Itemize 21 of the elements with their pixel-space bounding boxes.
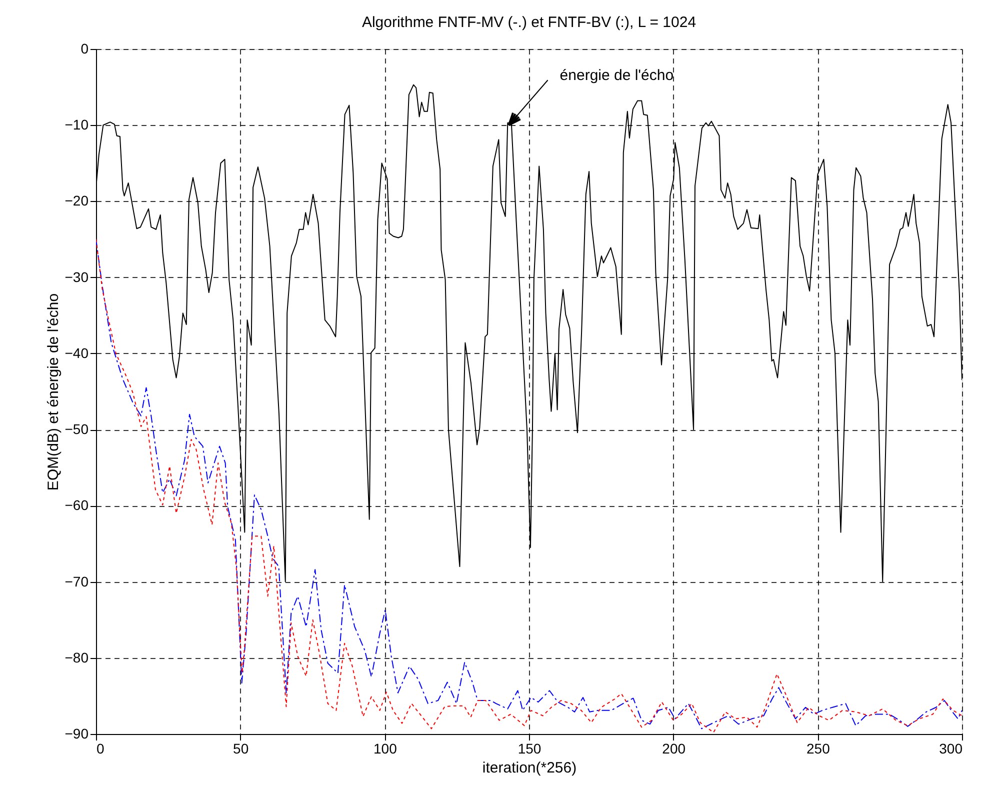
x-tick-label: 100 (373, 740, 398, 756)
x-tick-label: 200 (662, 740, 686, 756)
x-axis-title: iteration(*256) (482, 760, 577, 776)
x-tick-label: 300 (939, 740, 963, 756)
y-tick-label: −70 (64, 573, 89, 590)
y-tick-label: −30 (64, 268, 89, 285)
chart-title: Algorithme FNTF-MV (-.) et FNTF-BV (:), L = 1024 (362, 14, 696, 31)
y-tick-label: −50 (64, 421, 89, 438)
y-tick-label: −40 (64, 344, 89, 361)
y-axis-title: EQM(dB) et énergie de l'écho (44, 293, 62, 491)
x-tick-label: 150 (518, 740, 542, 756)
x-tick-label: 50 (233, 740, 249, 756)
annotation: énergie de l'écho (560, 67, 674, 84)
y-tick-label: −60 (64, 497, 89, 514)
y-tick-label: −90 (64, 726, 89, 742)
x-tick-label: 250 (806, 740, 830, 756)
x-tick-label: 0 (96, 740, 104, 756)
y-tick-label: −10 (64, 116, 89, 133)
y-tick-label: 0 (80, 40, 89, 56)
y-tick-label: −20 (64, 192, 89, 209)
y-tick-label: −80 (64, 649, 89, 666)
